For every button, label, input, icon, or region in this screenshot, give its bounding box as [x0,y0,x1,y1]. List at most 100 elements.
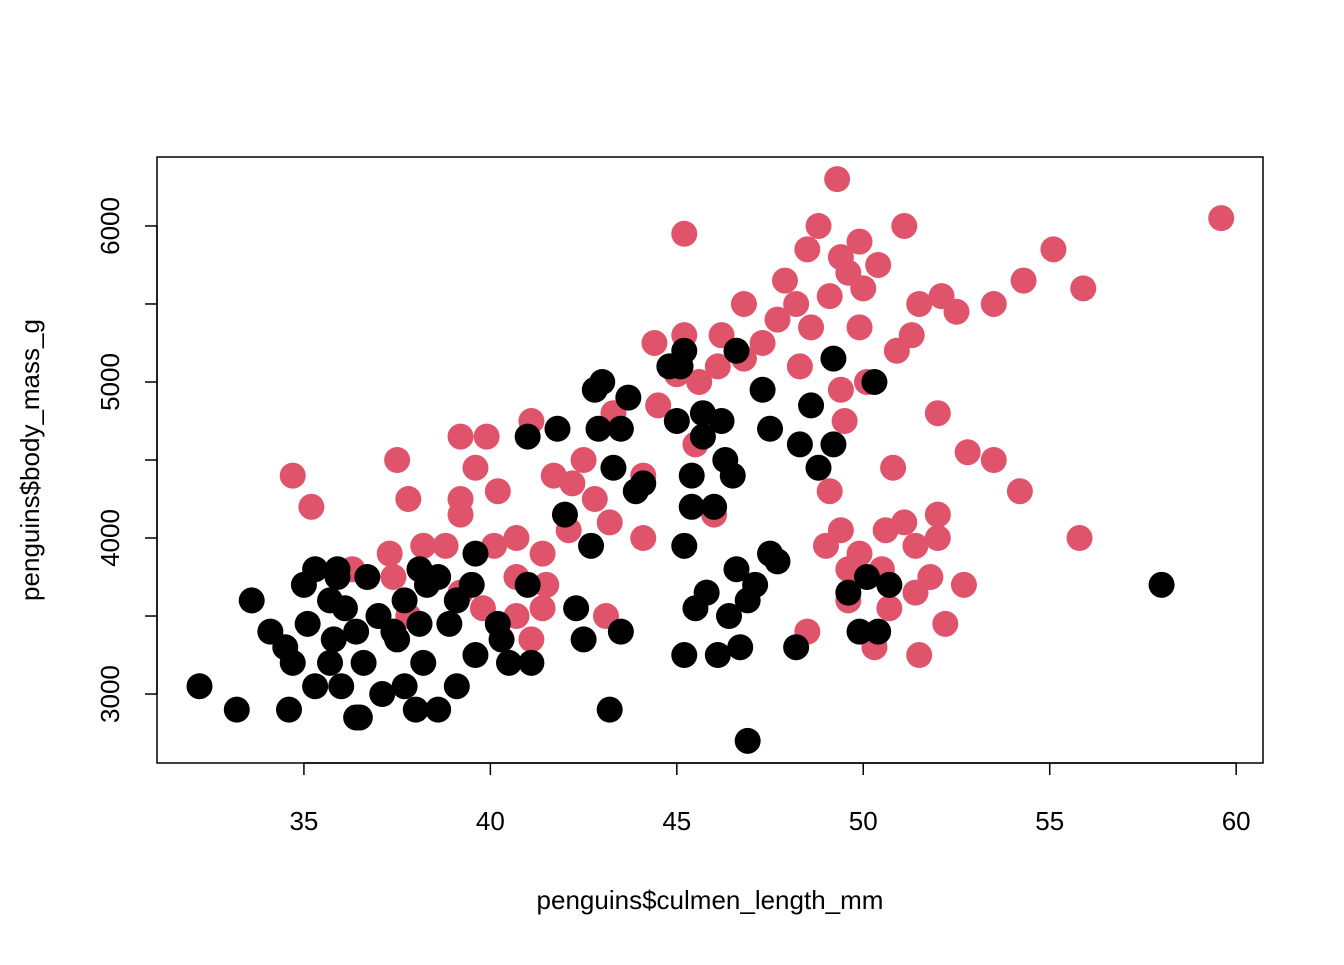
y-tick-label: 6000 [95,197,125,255]
point [343,618,370,645]
point [701,493,728,520]
point [693,579,720,606]
point [563,595,590,622]
point [529,595,556,622]
point [663,407,690,434]
point [473,423,500,450]
point [771,267,798,294]
point [786,353,813,380]
point [749,376,776,403]
point [1208,205,1235,232]
point [846,618,873,645]
point [872,517,899,544]
point [589,368,616,395]
point [865,251,892,278]
point [734,727,761,754]
point [559,470,586,497]
point [824,166,851,193]
y-tick-label: 4000 [95,509,125,567]
point [831,407,858,434]
point [924,400,951,427]
point [447,501,474,528]
point [462,540,489,567]
point [924,501,951,528]
point [615,384,642,411]
point [671,220,698,247]
point [503,525,530,552]
point [891,212,918,239]
point [686,368,713,395]
point [865,618,892,645]
point [317,649,344,676]
point [656,353,683,380]
point [462,642,489,669]
point [827,376,854,403]
point [876,571,903,598]
point [641,329,668,356]
point [596,696,623,723]
point [443,673,470,700]
point [716,603,743,630]
point [384,447,411,473]
x-axis-title: penguins$culmen_length_mm [537,885,884,915]
y-axis-title: penguins$body_mass_g [15,319,45,601]
point [1010,267,1037,294]
point [1006,478,1033,505]
point [876,595,903,622]
point [436,610,463,637]
point [324,556,351,583]
point [764,306,791,333]
point [581,486,608,513]
point [749,329,776,356]
point [331,595,358,622]
point [671,532,698,559]
point [764,548,791,575]
point [496,649,523,676]
point [458,571,485,598]
point [853,564,880,591]
point [932,610,959,637]
point [846,228,873,255]
point [529,540,556,567]
point [391,673,418,700]
point [354,564,381,591]
point [279,462,306,489]
point [820,431,847,458]
point [410,532,437,559]
point [902,579,929,606]
x-tick-label: 45 [662,806,691,836]
point [783,634,810,661]
point [816,478,843,505]
point [798,392,825,419]
point [689,423,716,450]
point [570,447,597,473]
point [786,431,813,458]
point [805,454,832,481]
point [704,353,731,380]
point [578,532,605,559]
point [678,462,705,489]
x-tick-label: 35 [289,806,318,836]
point [1148,571,1175,598]
point [302,673,329,700]
point [585,415,612,442]
point [820,345,847,372]
point [835,579,862,606]
point [671,642,698,669]
y-tick-label: 3000 [95,665,125,723]
point [298,493,325,520]
point [223,696,250,723]
point [294,610,321,637]
point [447,423,474,450]
point [678,493,705,520]
point [727,634,754,661]
point [391,587,418,614]
point [514,571,541,598]
point [980,290,1007,317]
point [544,415,571,442]
y-tick-label: 5000 [95,353,125,411]
point [402,696,429,723]
point [369,681,396,708]
